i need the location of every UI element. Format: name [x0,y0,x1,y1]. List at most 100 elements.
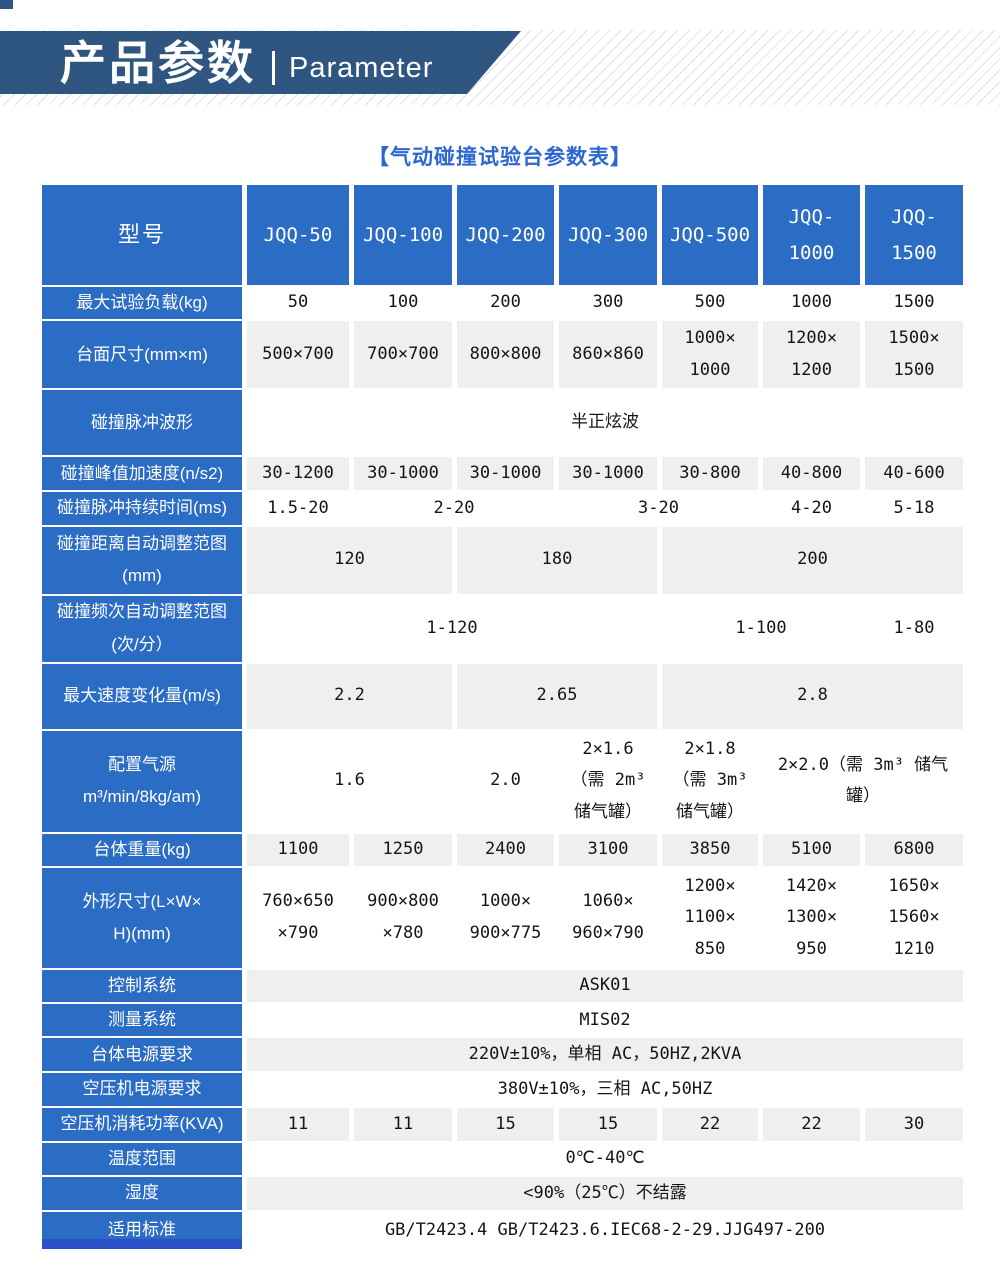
table-cell: 11 [242,1105,354,1143]
row-label: 配置气源 m³/min/8kg/am) [37,728,247,834]
table-cell: 15 [554,1105,662,1143]
table-cell: 40-800 [758,455,865,493]
banner-title-en: Parameter [289,52,434,84]
table-cell: 300 [554,284,662,322]
table-cell: 180 [452,524,662,596]
table-cell: 120 [242,524,457,596]
table-cell: 1420× 1300× 950 [758,865,865,970]
table-cell: 2400 [452,831,559,868]
table-row: 控制系统 ASK01 [37,967,968,1005]
row-label: 湿度 [37,1175,247,1213]
table-cell: 1200× 1100× 850 [657,865,763,970]
table-row: 适用标准 GB/T2423.4 GB/T2423.6.IEC68-2-29.JJ… [37,1210,968,1252]
row-label: 台体重量(kg) [37,831,247,868]
row-label: 碰撞距离自动调整范图 (mm) [37,524,247,596]
table-cell: 30 [860,1105,968,1143]
row-label: 碰撞频次自动调整范图 (次/分） [37,593,247,664]
table-cell: 900×800 ×780 [349,865,457,970]
table-cell: 6800 [860,831,968,868]
table-cell: 2.8 [657,661,968,731]
row-label: 碰撞脉冲持续时间(ms) [37,490,247,527]
table-cell: 5-18 [860,490,968,527]
table-cell: 3850 [657,831,763,868]
table-cell: 1.5-20 [242,490,354,527]
table-cell: 40-600 [860,455,968,493]
table-cell: 15 [452,1105,559,1143]
table-row: 空压机消耗功率(KVA) 11 11 15 15 22 22 30 [37,1105,968,1143]
table-cell: 1000 [758,284,865,322]
row-label: 空压机消耗功率(KVA) [37,1105,247,1143]
row-label: 温度范围 [37,1140,247,1178]
table-cell: 2.0 [452,728,559,834]
row-label: 台体电源要求 [37,1036,247,1074]
table-cell: 2×2.0（需 3m³ 储气 罐） [758,728,968,834]
table-cell: 100 [349,284,457,322]
table-cell: 1100 [242,831,354,868]
table-cell: 1-120 [242,593,662,664]
table-cell: 760×650 ×790 [242,865,354,970]
table-cell: MIS02 [242,1002,968,1039]
table-cell: 860×860 [554,319,662,391]
table-cell: 200 [657,524,968,596]
table-row: 温度范围 0℃-40℃ [37,1140,968,1178]
table-cell: 500×700 [242,319,354,391]
header-model: JQQ-300 [554,183,662,287]
table-row: 空压机电源要求 380V±10%，三相 AC,50HZ [37,1071,968,1108]
table-row: 碰撞脉冲波形 半正炫波 [37,388,968,458]
parameter-table: 型号 JQQ-50 JQQ-100 JQQ-200 JQQ-300 JQQ-50… [37,183,968,1252]
table-cell: 1000× 1000 [657,319,763,391]
row-label: 台面尺寸(mm×m) [37,319,247,391]
banner-title-cn: 产品参数 [60,36,256,89]
table-row: 碰撞峰值加速度(n/s2) 30-1200 30-1000 30-1000 30… [37,455,968,493]
table-cell: 2.2 [242,661,457,731]
row-label: 最大试验负载(kg) [37,284,247,322]
table-row: 台体重量(kg) 1100 1250 2400 3100 3850 5100 6… [37,831,968,868]
table-cell: 30-1200 [242,455,354,493]
table-cell: 11 [349,1105,457,1143]
corner-accent [0,0,13,9]
table-row: 外形尺寸(L×W× H)(mm) 760×650 ×790 900×800 ×7… [37,865,968,970]
table-row: 配置气源 m³/min/8kg/am) 1.6 2.0 2×1.6 （需 2m³… [37,728,968,834]
table-row: 碰撞频次自动调整范图 (次/分） 1-120 1-100 1-80 [37,593,968,664]
table-cell: 1.6 [242,728,457,834]
table-row: 最大速度变化量(m/s) 2.2 2.65 2.8 [37,661,968,731]
table-cell: 2×1.6 （需 2m³ 储气罐） [554,728,662,834]
table-cell: GB/T2423.4 GB/T2423.6.IEC68-2-29.JJG497-… [242,1210,968,1252]
header-model: JQQ- 1500 [860,183,968,287]
table-row: 测量系统 MIS02 [37,1002,968,1039]
row-label: 空压机电源要求 [37,1071,247,1108]
table-cell: 700×700 [349,319,457,391]
parameter-table-wrap: 型号 JQQ-50 JQQ-100 JQQ-200 JQQ-300 JQQ-50… [37,183,968,1252]
table-row: 台体电源要求 220V±10%，单相 AC，50HZ,2KVA [37,1036,968,1074]
table-cell: 50 [242,284,354,322]
row-label: 碰撞脉冲波形 [37,388,247,458]
row-label: 适用标准 [37,1210,247,1252]
table-row: 最大试验负载(kg) 50 100 200 300 500 1000 1500 [37,284,968,322]
table-cell: 500 [657,284,763,322]
table-cell: 800×800 [452,319,559,391]
table-cell: 0℃-40℃ [242,1140,968,1178]
table-cell: 2-20 [349,490,559,527]
table-cell: 2×1.8 （需 3m³ 储气罐） [657,728,763,834]
header-model: JQQ-200 [452,183,559,287]
row-label: 碰撞峰值加速度(n/s2) [37,455,247,493]
header-model: JQQ-50 [242,183,354,287]
table-cell: 1000× 900×775 [452,865,559,970]
page-header-banner: 产品参数 Parameter [0,31,521,94]
table-cell: 22 [657,1105,763,1143]
table-cell: 4-20 [758,490,865,527]
table-cell: 220V±10%，单相 AC，50HZ,2KVA [242,1036,968,1074]
table-row: 湿度 <90%（25℃）不结露 [37,1175,968,1213]
banner-divider [272,51,275,85]
header-model: JQQ- 1000 [758,183,865,287]
table-cell: 5100 [758,831,865,868]
table-cell: 22 [758,1105,865,1143]
table-cell: 1500 [860,284,968,322]
table-header-row: 型号 JQQ-50 JQQ-100 JQQ-200 JQQ-300 JQQ-50… [37,183,968,287]
row-label: 测量系统 [37,1002,247,1039]
table-cell: 2.65 [452,661,662,731]
row-label: 外形尺寸(L×W× H)(mm) [37,865,247,970]
table-cell: 30-1000 [349,455,457,493]
table-cell: 380V±10%，三相 AC,50HZ [242,1071,968,1108]
table-cell: 1500× 1500 [860,319,968,391]
